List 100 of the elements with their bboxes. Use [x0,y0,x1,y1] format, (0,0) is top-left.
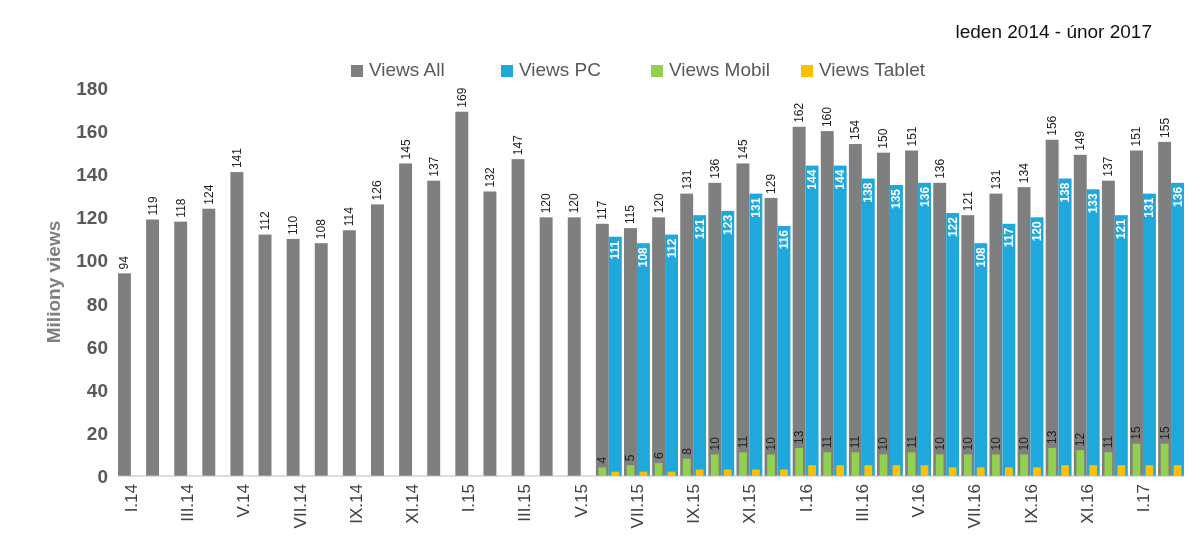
data-label: 126 [370,180,385,201]
data-label: 149 [1073,130,1088,151]
data-label: 121 [960,190,975,212]
bar [792,126,806,476]
x-tick-label: I.17 [1133,484,1153,513]
data-label: 10 [988,436,1003,451]
bar [933,182,947,476]
y-tick-label: 180 [76,78,108,99]
data-label: 121 [692,218,707,240]
bar [820,131,834,476]
bar [976,467,985,476]
x-tick-label: III.14 [178,484,198,522]
bar [992,454,1000,476]
bar [777,225,791,476]
bar [598,467,607,476]
data-label: 134 [1017,162,1032,184]
y-axis-title: Miliony views [43,220,64,344]
bar [1017,187,1031,476]
data-label: 132 [482,167,497,188]
bar [1004,467,1013,476]
bar [427,180,441,476]
data-label: 123 [720,214,735,235]
bar [1033,467,1041,476]
bar [624,228,637,476]
bar [1030,217,1044,476]
data-label: 147 [511,134,526,156]
bar [739,452,747,476]
data-label: 10 [960,436,975,451]
bar [805,165,819,476]
bar [483,191,497,476]
bar [1002,223,1016,476]
bar [595,223,609,476]
data-label: 5 [623,454,638,462]
bar [539,217,553,476]
data-label: 10 [1017,436,1032,451]
data-label: 144 [805,169,820,190]
bar [948,467,957,476]
data-label: 154 [848,119,863,141]
x-tick-label: XI.16 [1077,484,1097,524]
bar [230,172,244,476]
data-label: 169 [454,87,469,108]
bar [682,458,691,476]
data-label: 110 [286,215,301,235]
bar [1058,178,1072,476]
data-label: 112 [664,238,679,258]
bar [877,152,890,476]
data-label: 117 [595,200,610,220]
x-tick-label: IX.16 [1021,484,1041,524]
bar [636,243,650,476]
data-label: 135 [889,188,904,210]
bar [1101,180,1115,476]
bar [736,163,750,476]
bar [1142,193,1156,476]
x-tick-label: III.15 [515,484,535,522]
data-label: 115 [623,204,638,225]
y-tick-label: 60 [86,336,108,358]
data-label: 136 [932,158,947,179]
bar [823,452,832,476]
bar [118,273,131,476]
bar [342,230,356,476]
x-tick-label: IX.14 [346,484,366,524]
bar [455,111,469,476]
data-label: 144 [833,169,848,190]
bar [708,182,722,476]
data-label: 108 [314,218,329,240]
bar [710,454,719,476]
data-label: 116 [776,229,791,250]
bar [767,454,775,476]
bar [918,182,931,476]
legend-label: Views PC [519,59,602,80]
bar [861,178,875,476]
bar [399,163,413,476]
data-label: 11 [904,435,919,449]
data-label: 151 [1129,126,1144,147]
bar [174,221,188,476]
x-tick-label: I.15 [459,484,479,513]
bar [836,465,845,476]
data-label: 118 [173,198,188,218]
data-label: 15 [1157,425,1172,440]
bar [749,193,763,476]
bar [1158,141,1172,476]
data-label: 133 [1086,192,1101,214]
data-label: 145 [398,139,413,160]
data-label: 131 [748,197,763,218]
data-label: 120 [1029,221,1044,242]
bar [764,197,778,476]
bar [1130,150,1143,476]
bar [1117,465,1126,476]
data-label: 117 [1001,227,1016,248]
bar [1171,182,1184,476]
legend-label: Views Mobil [669,59,771,80]
data-label: 131 [1142,197,1157,218]
x-tick-label: VII.14 [290,484,310,529]
data-label: 15 [1129,425,1144,440]
bar [1073,154,1087,476]
data-label: 155 [1157,117,1172,138]
bar [665,234,678,476]
bar [1045,139,1059,476]
data-label: 136 [707,158,722,179]
x-tick-label: XI.14 [403,484,423,524]
